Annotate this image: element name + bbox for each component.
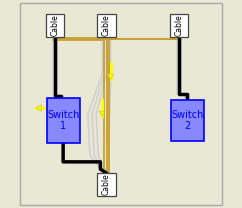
Text: Cable: Cable <box>50 15 59 36</box>
FancyBboxPatch shape <box>170 14 188 37</box>
FancyBboxPatch shape <box>45 14 64 37</box>
Polygon shape <box>99 111 106 116</box>
Text: Cable: Cable <box>102 174 111 196</box>
Polygon shape <box>36 105 41 111</box>
Text: Switch
1: Switch 1 <box>47 110 79 131</box>
FancyBboxPatch shape <box>171 100 204 141</box>
FancyBboxPatch shape <box>47 98 80 143</box>
Text: Cable: Cable <box>174 15 183 36</box>
Text: Switch
2: Switch 2 <box>171 110 203 131</box>
Text: Cable: Cable <box>102 15 111 36</box>
Polygon shape <box>108 74 114 79</box>
FancyBboxPatch shape <box>97 173 116 196</box>
FancyBboxPatch shape <box>97 14 116 37</box>
